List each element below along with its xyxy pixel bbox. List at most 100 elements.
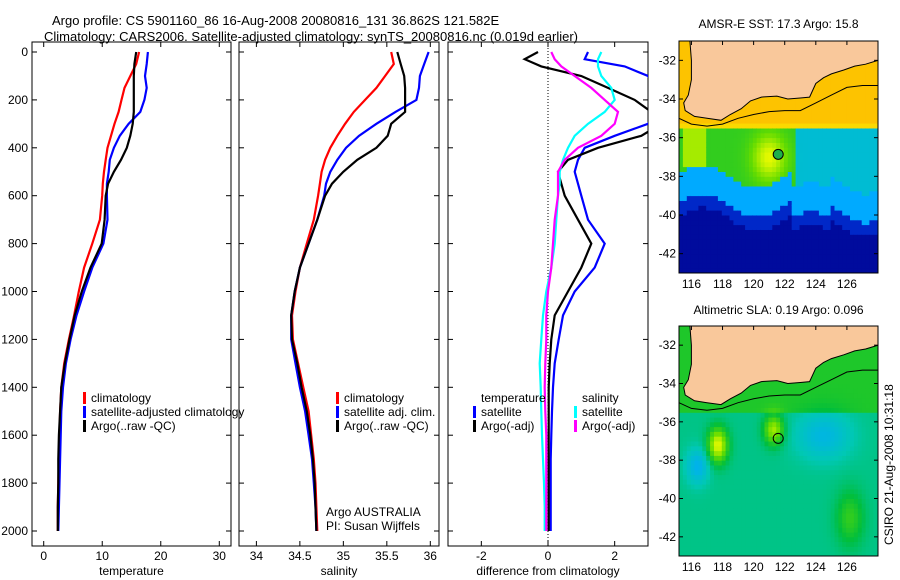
heatmap-cell [861, 161, 867, 168]
heatmap-cell [776, 215, 781, 221]
heatmap-cell [725, 455, 730, 461]
heatmap-cell [702, 152, 707, 158]
heatmap-cell [857, 402, 863, 408]
heatmap-cell [686, 152, 692, 158]
heatmap-cell [795, 195, 800, 201]
heatmap-cell [776, 137, 781, 143]
heatmap-cell [830, 268, 835, 273]
heatmap-cell [729, 234, 734, 240]
heatmap-cell [795, 123, 800, 129]
heatmap-cell [745, 460, 750, 466]
heatmap-cell [815, 113, 820, 119]
heatmap-cell [749, 268, 754, 273]
heatmap-cell [686, 118, 692, 124]
y-tick-label: 200 [8, 93, 28, 107]
heatmap-cell [768, 152, 773, 158]
heatmap-cell [725, 450, 730, 456]
heatmap-cell [752, 417, 758, 423]
heatmap-cell [815, 171, 820, 177]
heatmap-cell [717, 450, 723, 456]
x-tick-label: 118 [713, 277, 732, 291]
heatmap-cell [873, 205, 878, 211]
heatmap-cell [830, 388, 835, 394]
heatmap-cell [690, 239, 696, 245]
heatmap-cell [756, 215, 762, 221]
heatmap-cell [679, 50, 684, 56]
heatmap-cell [780, 215, 785, 221]
heatmap-cell [721, 118, 727, 124]
heatmap-cell [787, 397, 793, 404]
heatmap-cell [787, 234, 793, 240]
heatmap-cell [787, 190, 793, 197]
heatmap-cell [834, 94, 839, 100]
heatmap-cell [818, 171, 824, 177]
heatmap-cell [838, 517, 843, 523]
heatmap-cell [752, 488, 758, 495]
heatmap-cell [834, 536, 839, 543]
heatmap-cell [760, 248, 765, 255]
heatmap-cell [745, 522, 750, 528]
heatmap-cell [838, 450, 843, 456]
heatmap-cell [682, 41, 688, 47]
heatmap-cell [776, 142, 781, 148]
heatmap-cell [861, 200, 867, 206]
heatmap-cell [830, 205, 835, 211]
heatmap-cell [679, 118, 684, 124]
heatmap-cell [842, 388, 847, 394]
heatmap-cell [869, 99, 874, 105]
heatmap-cell [826, 508, 832, 514]
heatmap-cell [725, 484, 730, 490]
heatmap-cell [698, 132, 703, 139]
heatmap-cell [772, 522, 777, 528]
heatmap-cell [764, 465, 769, 471]
heatmap-cell [717, 465, 723, 471]
heatmap-cell [807, 258, 812, 264]
heatmap-cell [815, 224, 820, 230]
heatmap-cell [741, 503, 746, 509]
heatmap-cell [682, 70, 688, 76]
heatmap-cell [815, 118, 820, 124]
heatmap-cell [834, 417, 839, 423]
heatmap-cell [745, 488, 750, 495]
heatmap-cell [857, 118, 863, 124]
heatmap-cell [795, 527, 800, 533]
heatmap-cell [725, 551, 730, 556]
heatmap-cell [846, 378, 851, 384]
heatmap-cell [682, 89, 688, 95]
heatmap-cell [857, 551, 863, 556]
heatmap-cell [749, 248, 754, 255]
heatmap-cell [811, 229, 816, 235]
x-tick-label: 0 [40, 549, 47, 563]
heatmap-cell [714, 431, 719, 437]
heatmap-cell [830, 229, 835, 235]
heatmap-cell [861, 89, 867, 95]
heatmap-cell [846, 190, 851, 197]
heatmap-cell [714, 536, 719, 543]
heatmap-cell [752, 517, 758, 523]
heatmap-cell [807, 166, 812, 172]
heatmap-cell [853, 493, 859, 499]
heatmap-cell [714, 268, 719, 273]
heatmap-cell [679, 263, 684, 269]
heatmap-cell [717, 239, 723, 245]
heatmap-cell [850, 123, 855, 129]
heatmap-cell [737, 522, 742, 528]
heatmap-cell [850, 498, 855, 504]
heatmap-cell [815, 378, 820, 384]
heatmap-cell [737, 200, 742, 206]
heatmap-cell [815, 551, 820, 556]
heatmap-cell [842, 551, 847, 556]
heatmap-cell [830, 527, 835, 533]
heatmap-cell [799, 488, 804, 495]
heatmap-cell [682, 479, 688, 485]
heatmap-cell [803, 99, 808, 105]
heatmap-cell [857, 103, 863, 110]
heatmap-cell [729, 503, 734, 509]
heatmap-cell [733, 407, 738, 413]
heatmap-cell [803, 166, 808, 172]
heatmap-cell [749, 393, 754, 399]
heatmap-cell [803, 234, 808, 240]
heatmap-cell [807, 108, 812, 114]
heatmap-cell [838, 258, 843, 264]
heatmap-cell [745, 171, 750, 177]
